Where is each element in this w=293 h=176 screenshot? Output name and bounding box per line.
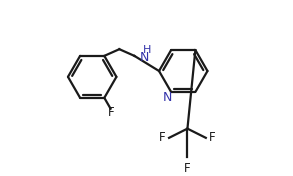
Text: F: F: [184, 162, 191, 175]
Text: F: F: [209, 131, 216, 144]
Text: N: N: [162, 91, 172, 104]
Text: N: N: [140, 51, 149, 64]
Text: F: F: [159, 131, 166, 144]
Text: H: H: [142, 45, 151, 55]
Text: F: F: [108, 106, 115, 118]
